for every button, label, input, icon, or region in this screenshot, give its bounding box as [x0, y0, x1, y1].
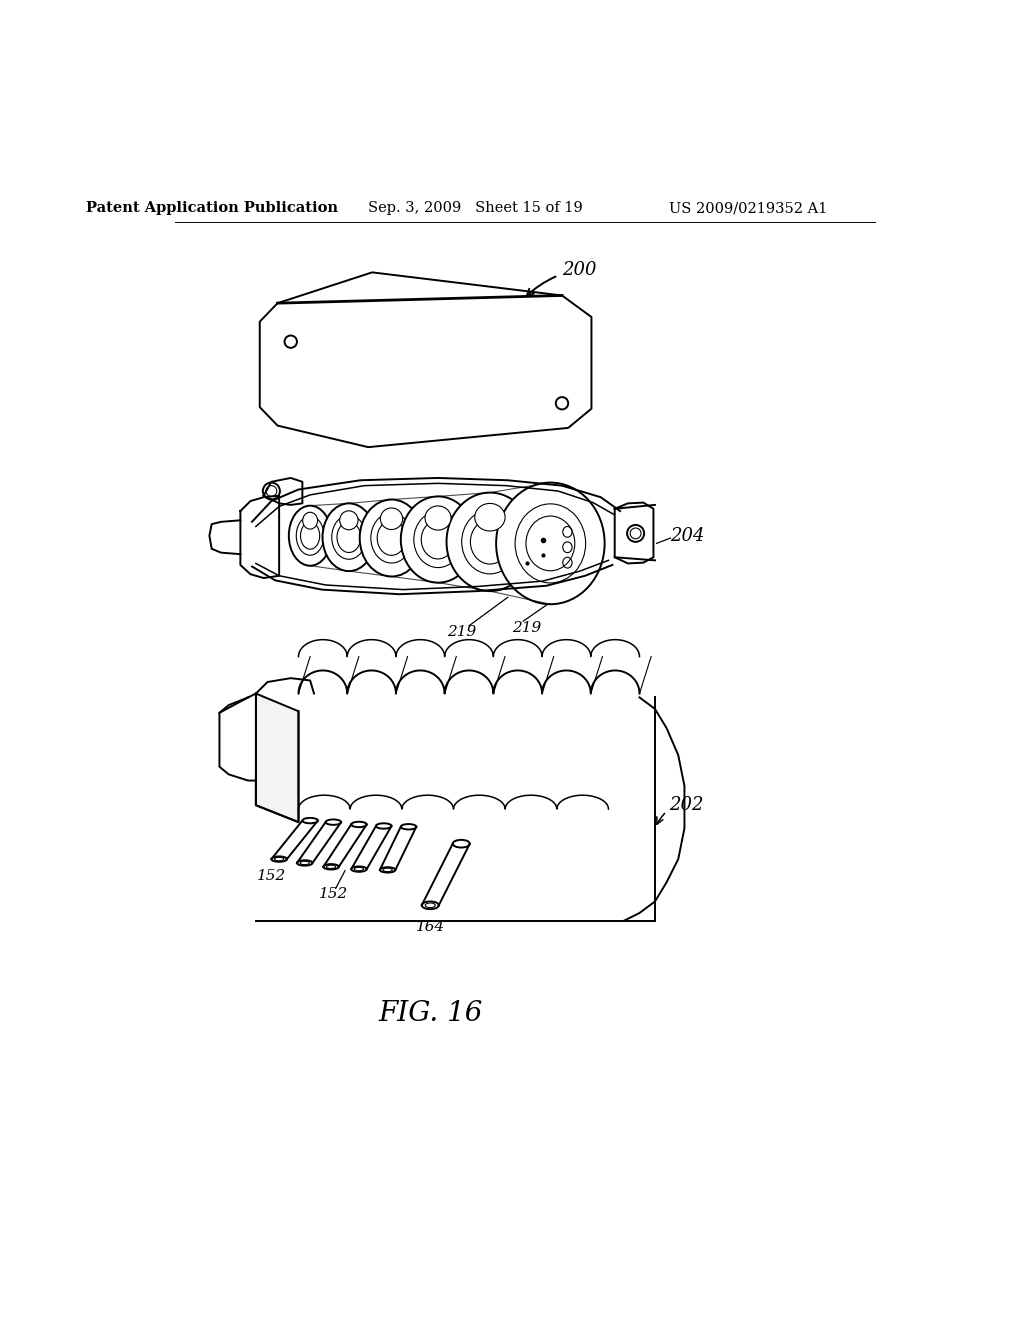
- Text: 204: 204: [671, 527, 705, 545]
- Ellipse shape: [400, 824, 417, 829]
- Ellipse shape: [376, 824, 391, 829]
- Ellipse shape: [326, 820, 341, 825]
- Ellipse shape: [351, 822, 367, 828]
- Text: FIG. 16: FIG. 16: [378, 999, 482, 1027]
- Text: 152: 152: [318, 887, 348, 900]
- Text: 219: 219: [446, 624, 476, 639]
- Ellipse shape: [425, 506, 451, 531]
- Ellipse shape: [266, 486, 276, 496]
- Ellipse shape: [289, 506, 332, 566]
- Ellipse shape: [380, 508, 402, 529]
- Ellipse shape: [446, 492, 534, 591]
- Text: Patent Application Publication: Patent Application Publication: [86, 202, 338, 215]
- Text: US 2009/0219352 A1: US 2009/0219352 A1: [669, 202, 827, 215]
- Text: 152: 152: [257, 869, 286, 883]
- Ellipse shape: [400, 496, 475, 582]
- Text: 202: 202: [669, 796, 703, 814]
- Text: Sep. 3, 2009   Sheet 15 of 19: Sep. 3, 2009 Sheet 15 of 19: [368, 202, 583, 215]
- Ellipse shape: [271, 857, 287, 862]
- Ellipse shape: [475, 503, 505, 531]
- Text: 164: 164: [416, 920, 444, 933]
- Ellipse shape: [380, 867, 395, 873]
- Ellipse shape: [496, 483, 604, 605]
- Ellipse shape: [323, 503, 375, 572]
- Ellipse shape: [359, 499, 423, 577]
- Ellipse shape: [453, 840, 470, 847]
- Ellipse shape: [297, 861, 312, 866]
- Ellipse shape: [324, 865, 339, 870]
- Ellipse shape: [340, 511, 358, 529]
- Text: 200: 200: [562, 261, 597, 279]
- Ellipse shape: [422, 902, 438, 909]
- Ellipse shape: [302, 818, 317, 824]
- Polygon shape: [256, 693, 299, 822]
- Ellipse shape: [630, 528, 641, 539]
- Ellipse shape: [351, 866, 367, 871]
- Ellipse shape: [303, 512, 317, 529]
- Text: 219: 219: [512, 622, 542, 635]
